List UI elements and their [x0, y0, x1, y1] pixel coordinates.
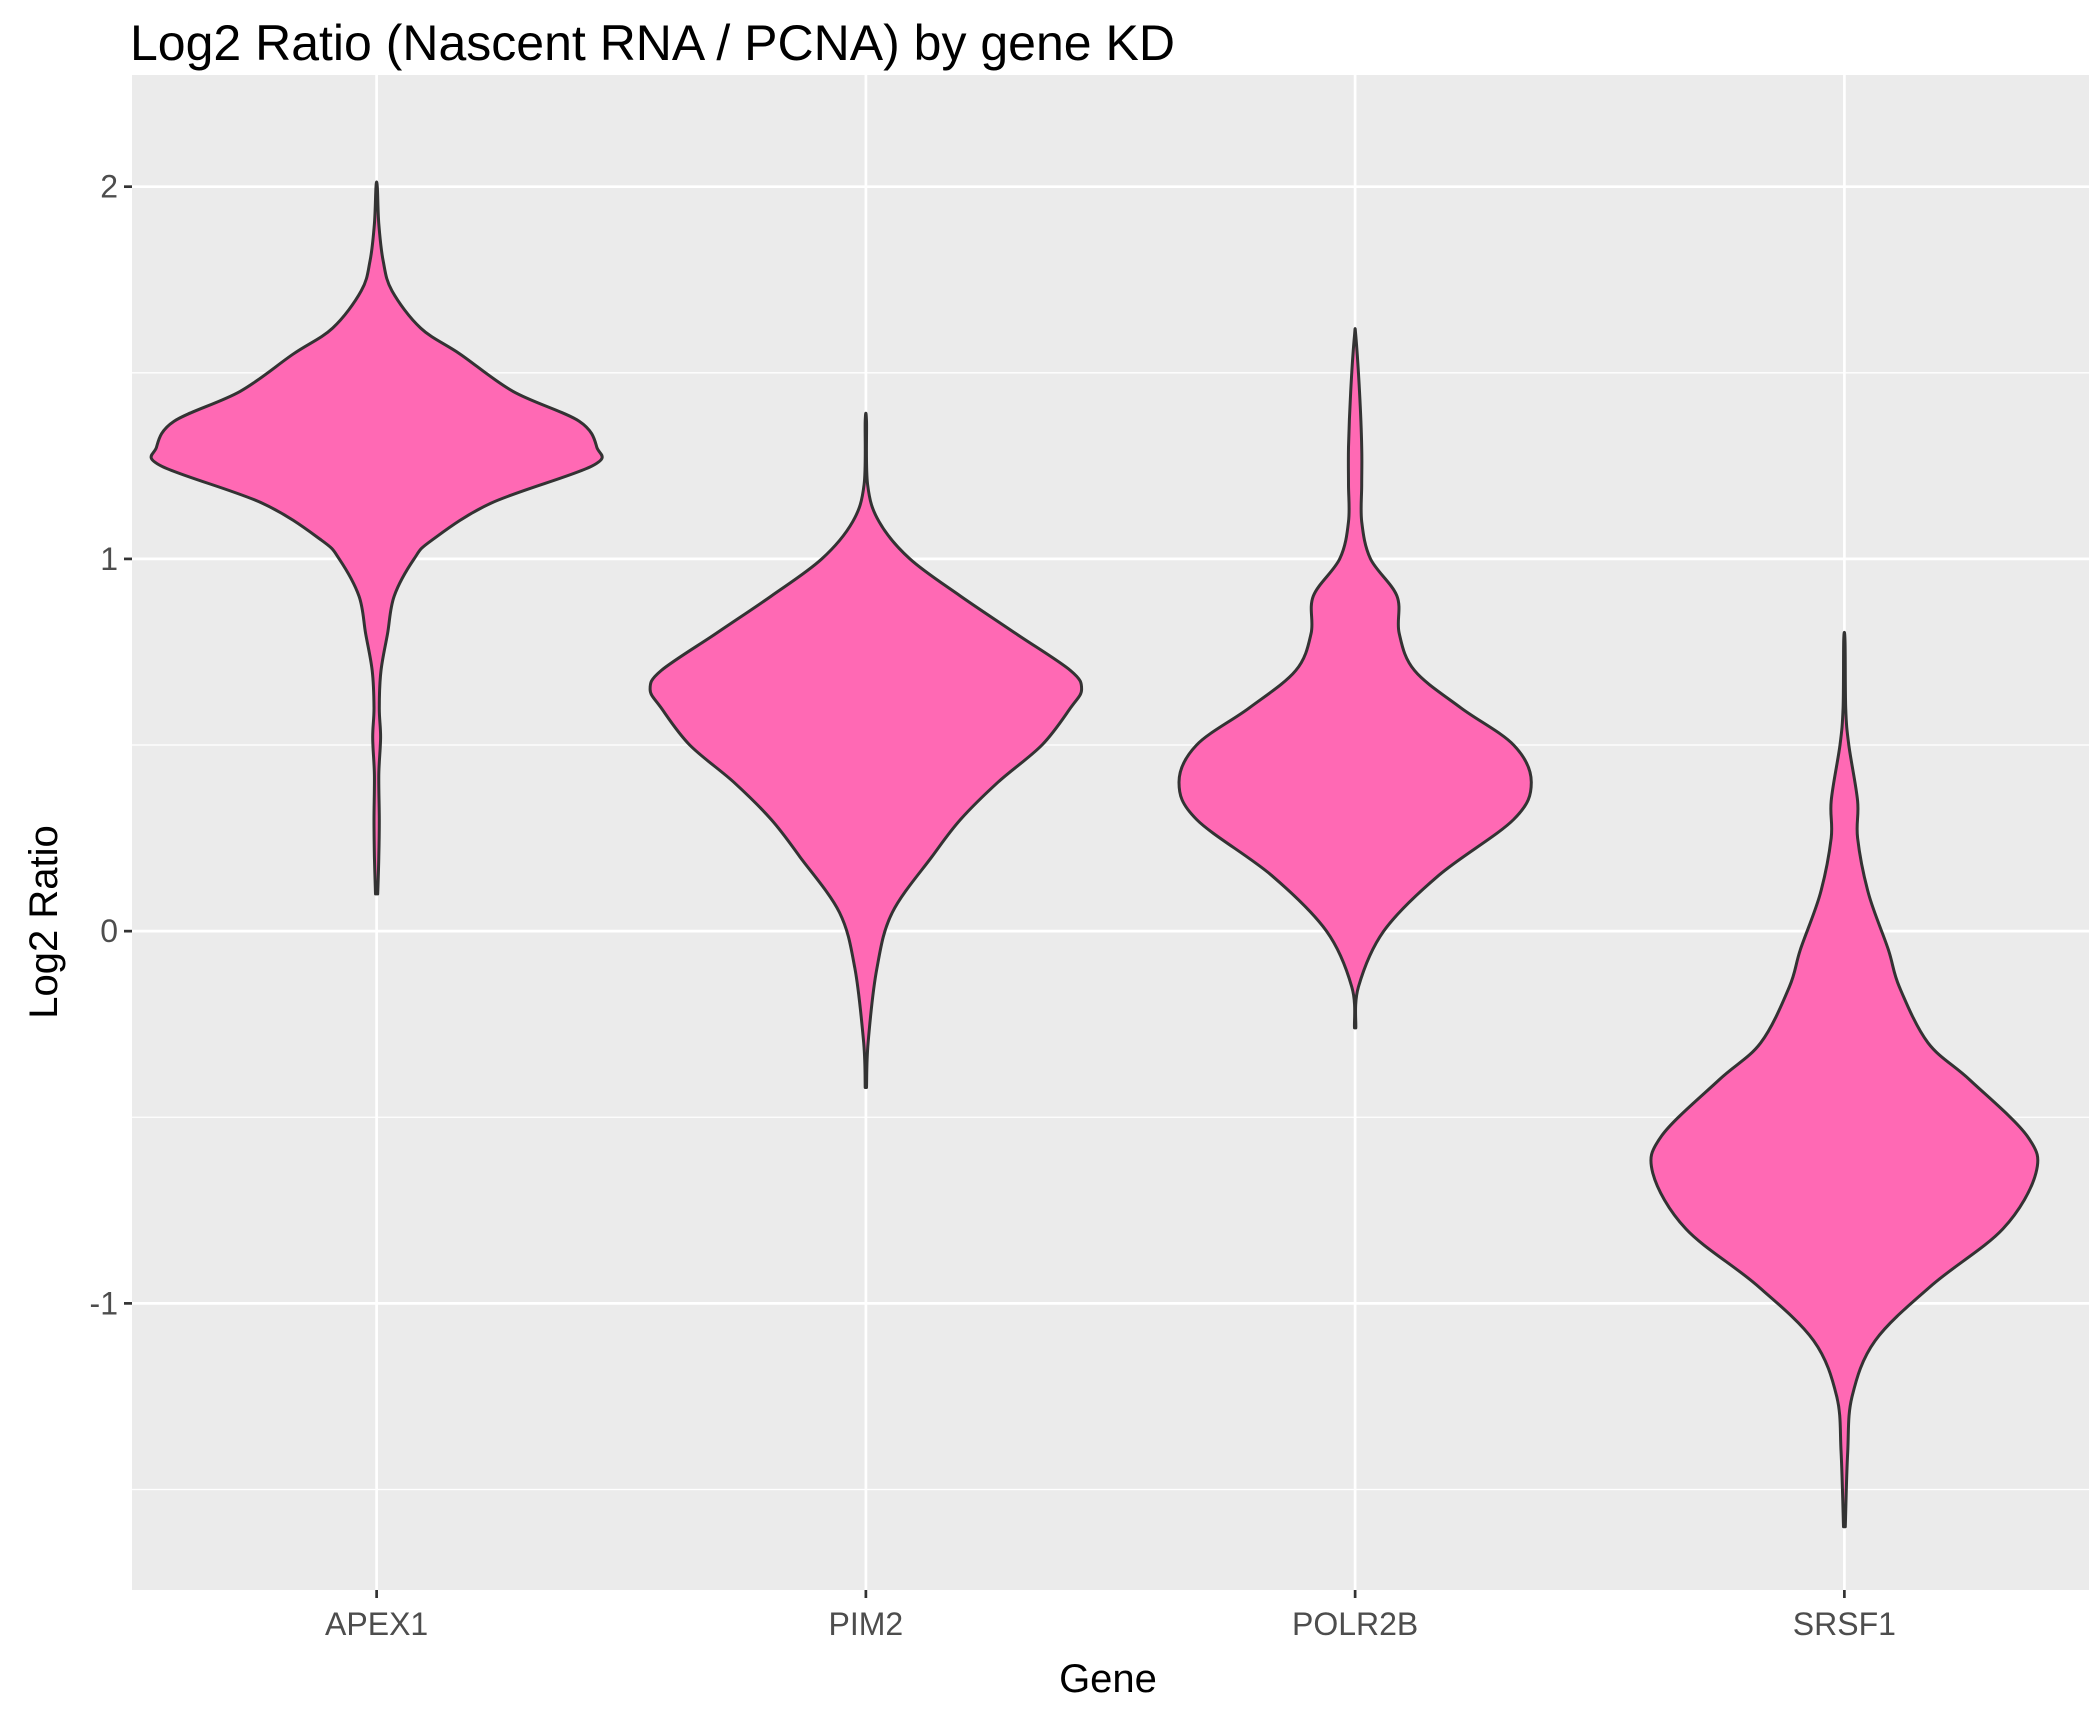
x-tick-label-polr2b: POLR2B — [1292, 1606, 1418, 1642]
y-tick-label: 1 — [100, 541, 118, 577]
violin-apex1 — [149, 180, 604, 896]
violins — [149, 180, 2040, 1529]
x-tick-label-pim2: PIM2 — [829, 1606, 904, 1642]
x-tick-label-apex1: APEX1 — [325, 1606, 428, 1642]
violin-polr2b — [1177, 327, 1533, 1030]
x-tick-label-srsf1: SRSF1 — [1793, 1606, 1896, 1642]
y-axis-title: Log2 Ratio — [22, 825, 66, 1018]
chart-title: Log2 Ratio (Nascent RNA / PCNA) by gene … — [130, 15, 1175, 71]
violin-srsf1 — [1649, 630, 2040, 1529]
y-tick-label: 0 — [100, 913, 118, 949]
y-axis: -1 0 1 2 — [90, 169, 132, 1321]
violin-pim2 — [648, 411, 1084, 1089]
x-axis: APEX1 PIM2 POLR2B SRSF1 — [325, 1590, 1896, 1642]
x-axis-title: Gene — [1059, 1657, 1157, 1701]
y-tick-label: 2 — [100, 169, 118, 205]
y-tick-label: -1 — [90, 1285, 118, 1321]
plot-panel — [132, 75, 2089, 1590]
